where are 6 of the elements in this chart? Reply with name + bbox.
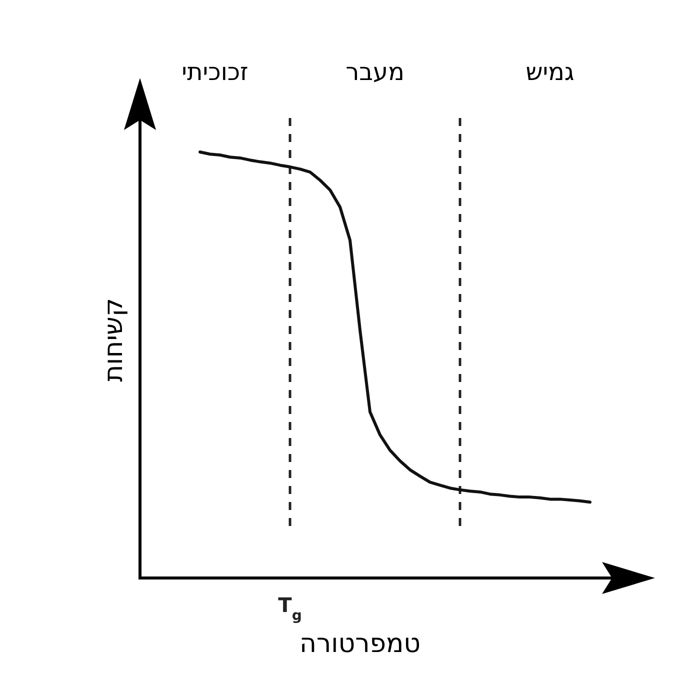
text: מעבר [346,58,404,86]
text: זכוכיתי [182,58,248,86]
x-axis-title: טמפרטורה [299,629,421,659]
y-axis-title: קשיחות [99,298,129,382]
text: גמיש [526,58,574,86]
text: T$_{g}$ [278,593,302,624]
